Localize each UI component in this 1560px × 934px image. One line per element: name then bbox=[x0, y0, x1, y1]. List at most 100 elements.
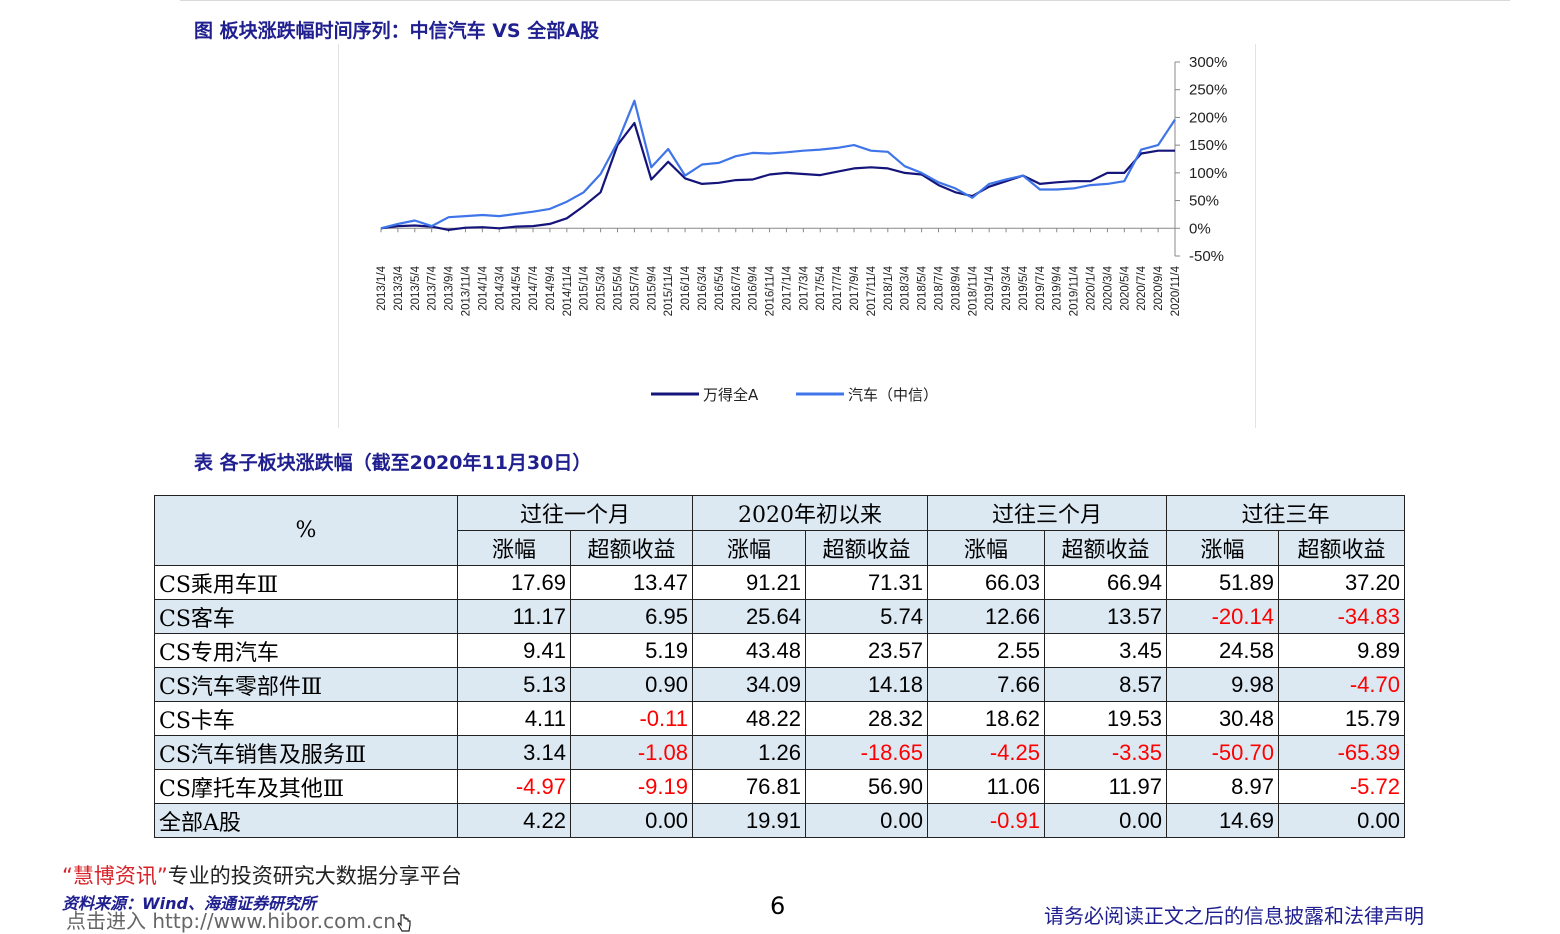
value-cell: 3.45 bbox=[1044, 633, 1167, 668]
x-tick-label: 2013/9/4 bbox=[444, 265, 456, 310]
x-tick-label: 2016/7/4 bbox=[731, 265, 743, 310]
x-tick-label: 2016/3/4 bbox=[697, 265, 709, 310]
value-cell: 4.11 bbox=[457, 701, 571, 736]
group-header: 2020年初以来 bbox=[692, 495, 928, 531]
value-cell: 8.57 bbox=[1044, 667, 1167, 702]
hand-cursor-icon bbox=[397, 913, 411, 932]
value-cell: 14.18 bbox=[805, 667, 928, 702]
value-cell: 51.89 bbox=[1166, 565, 1279, 600]
value-cell: 43.48 bbox=[692, 633, 806, 668]
value-cell: -4.70 bbox=[1278, 667, 1405, 702]
x-tick-label: 2019/7/4 bbox=[1035, 265, 1047, 310]
legend-label: 汽车（中信） bbox=[848, 386, 938, 404]
value-cell: 3.14 bbox=[457, 735, 571, 770]
y-tick-label: 50% bbox=[1189, 193, 1219, 210]
sub-header: 超额收益 bbox=[805, 530, 928, 566]
value-cell: 30.48 bbox=[1166, 701, 1279, 736]
value-cell: 15.79 bbox=[1278, 701, 1405, 736]
source-note: 资料来源：Wind、海通证券研究所 bbox=[62, 894, 316, 913]
value-cell: -20.14 bbox=[1166, 599, 1279, 634]
value-cell: 34.09 bbox=[692, 667, 806, 702]
top-rule bbox=[180, 0, 1510, 1]
group-header: 过往三个月 bbox=[927, 495, 1167, 531]
sub-header: 涨幅 bbox=[457, 530, 571, 566]
value-cell: -4.25 bbox=[927, 735, 1045, 770]
value-cell: 71.31 bbox=[805, 565, 928, 600]
x-tick-label: 2017/5/4 bbox=[815, 265, 827, 310]
y-tick-label: 300% bbox=[1189, 54, 1227, 71]
sub-header: 涨幅 bbox=[692, 530, 806, 566]
x-tick-label: 2018/9/4 bbox=[950, 265, 962, 310]
value-cell: 23.57 bbox=[805, 633, 928, 668]
y-tick-label: 250% bbox=[1189, 82, 1227, 99]
value-cell: 4.22 bbox=[457, 803, 571, 838]
value-cell: -3.35 bbox=[1044, 735, 1167, 770]
x-tick-label: 2016/11/4 bbox=[765, 265, 777, 316]
watermark-text: 专业的投资研究大数据分享平台 bbox=[167, 864, 462, 888]
value-cell: 13.47 bbox=[570, 565, 693, 600]
sector-returns-table: % 过往一个月 2020年初以来 过往三个月 过往三年 涨幅 超额收益 涨幅 超… bbox=[154, 495, 1405, 838]
group-header: 过往三年 bbox=[1166, 495, 1405, 531]
x-tick-label: 2015/5/4 bbox=[613, 265, 625, 310]
table-title: 表 各子板块涨跌幅（截至2020年11月30日） bbox=[194, 452, 592, 474]
x-tick-label: 2018/1/4 bbox=[883, 265, 895, 310]
value-cell: 7.66 bbox=[927, 667, 1045, 702]
table-row: CS汽车零部件Ⅲ 5.13 0.90 34.09 14.18 7.66 8.57 9.98 -4… bbox=[154, 667, 1405, 702]
corner-cell: % bbox=[154, 495, 458, 566]
x-tick-label: 2013/11/4 bbox=[460, 265, 472, 316]
sub-header: 超额收益 bbox=[1044, 530, 1167, 566]
x-tick-label: 2018/11/4 bbox=[967, 265, 979, 316]
y-tick-label: -50% bbox=[1189, 248, 1224, 265]
x-tick-label: 2015/9/4 bbox=[646, 265, 658, 310]
value-cell: 24.58 bbox=[1166, 633, 1279, 668]
value-cell: 5.13 bbox=[457, 667, 571, 702]
x-tick-label: 2017/7/4 bbox=[832, 265, 844, 310]
value-cell: 2.55 bbox=[927, 633, 1045, 668]
x-tick-label: 2017/3/4 bbox=[798, 265, 810, 310]
x-tick-label: 2014/1/4 bbox=[477, 265, 489, 310]
x-tick-label: 2018/7/4 bbox=[933, 265, 945, 310]
y-tick-label: 200% bbox=[1189, 109, 1227, 126]
x-tick-label: 2015/1/4 bbox=[579, 265, 591, 310]
watermark-link[interactable]: 点击进入 http://www.hibor.com.cn bbox=[66, 905, 412, 934]
x-tick-label: 2014/3/4 bbox=[494, 265, 506, 310]
x-tick-label: 2020/9/4 bbox=[1153, 265, 1165, 310]
x-tick-label: 2020/5/4 bbox=[1119, 265, 1131, 310]
value-cell: 17.69 bbox=[457, 565, 571, 600]
table-row: 全部A股 4.22 0.00 19.91 0.00 -0.91 0.00 14.69 0.00 bbox=[154, 803, 1405, 838]
x-tick-label: 2016/9/4 bbox=[748, 265, 760, 310]
watermark-link-text: 点击进入 http://www.hibor.com.cn bbox=[66, 909, 396, 933]
table-row: CS客车 11.17 6.95 25.64 5.74 12.66 13.57 -20.14 -3… bbox=[154, 599, 1405, 634]
value-cell: -18.65 bbox=[805, 735, 928, 770]
row-name: CS汽车零部件Ⅲ bbox=[154, 667, 458, 702]
x-tick-label: 2017/11/4 bbox=[866, 265, 878, 316]
watermark-brand: “慧博资讯” bbox=[62, 864, 168, 888]
sub-header: 超额收益 bbox=[1278, 530, 1405, 566]
legend-label: 万得全A bbox=[703, 386, 759, 404]
value-cell: 9.41 bbox=[457, 633, 571, 668]
x-tick-label: 2020/1/4 bbox=[1086, 265, 1098, 310]
value-cell: 37.20 bbox=[1278, 565, 1405, 600]
value-cell: 9.89 bbox=[1278, 633, 1405, 668]
value-cell: 76.81 bbox=[692, 769, 806, 804]
x-tick-label: 2013/3/4 bbox=[393, 265, 405, 310]
table-group-header-row: % 过往一个月 2020年初以来 过往三个月 过往三年 bbox=[154, 495, 1405, 566]
value-cell: -4.97 bbox=[457, 769, 571, 804]
value-cell: 14.69 bbox=[1166, 803, 1279, 838]
value-cell: 19.53 bbox=[1044, 701, 1167, 736]
watermark-slogan: “慧博资讯”专业的投资研究大数据分享平台 bbox=[62, 860, 462, 890]
value-cell: -9.19 bbox=[570, 769, 693, 804]
value-cell: 19.91 bbox=[692, 803, 806, 838]
table-row: CS专用汽车 9.41 5.19 43.48 23.57 2.55 3.45 24.58 9.8… bbox=[154, 633, 1405, 668]
y-tick-label: 150% bbox=[1189, 137, 1227, 154]
row-name: CS乘用车Ⅲ bbox=[154, 565, 458, 600]
sub-header: 涨幅 bbox=[1166, 530, 1279, 566]
x-tick-label: 2019/1/4 bbox=[984, 265, 996, 310]
y-tick-label: 0% bbox=[1189, 220, 1211, 237]
x-tick-label: 2013/5/4 bbox=[410, 265, 422, 310]
x-tick-label: 2020/3/4 bbox=[1102, 265, 1114, 310]
value-cell: 1.26 bbox=[692, 735, 806, 770]
x-tick-label: 2014/9/4 bbox=[545, 265, 557, 310]
line-chart: 300% 250% 200% 150% 100% 50% 0% -50% 2013/1/4 201… bbox=[338, 44, 1256, 428]
table-row: CS汽车销售及服务Ⅲ 3.14 -1.08 1.26 -18.65 -4.25 -3.35-… bbox=[154, 735, 1405, 770]
